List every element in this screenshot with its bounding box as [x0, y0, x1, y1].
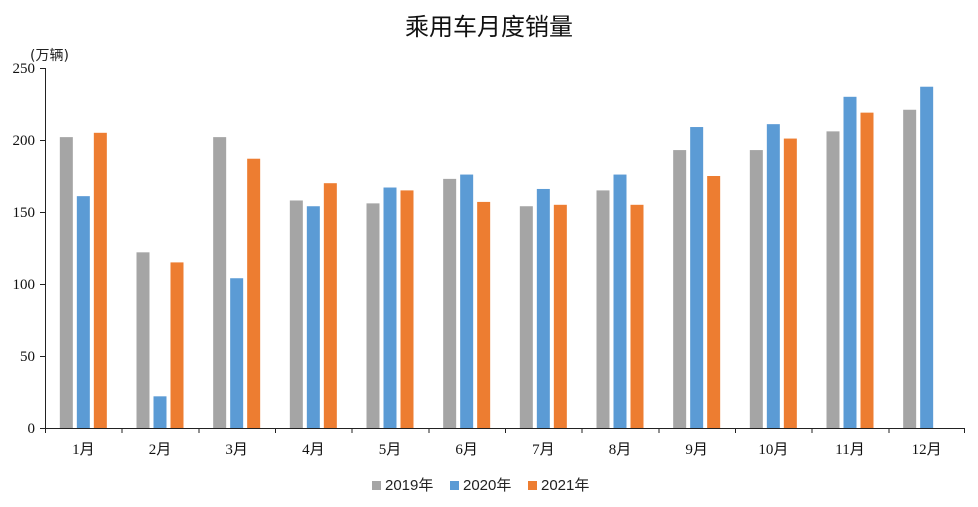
- bar-2019年-5月: [366, 203, 380, 428]
- x-tick-label: 11月: [835, 442, 864, 458]
- bar-2019年-6月: [443, 178, 457, 428]
- y-axis-unit-label: (万辆): [30, 48, 69, 64]
- bar-2021年-7月: [553, 204, 567, 428]
- x-tick-label: 3月: [225, 442, 248, 458]
- x-axis-ticks: 1月 2月 3月 4月 5月 6月 7月 8月 9月 10月 11月 12月: [45, 428, 965, 458]
- bar-2020年-11月: [843, 96, 857, 429]
- y-tick-label: 250: [13, 61, 36, 77]
- legend-label: 2020年: [463, 477, 511, 494]
- bar-2020年-12月: [920, 86, 934, 428]
- bar-2020年-3月: [230, 278, 244, 428]
- x-tick-label: 6月: [455, 442, 478, 458]
- legend: 2019年 2020年 2021年: [372, 477, 589, 494]
- bar-2020年-4月: [306, 206, 320, 428]
- bar-2020年-9月: [690, 127, 704, 428]
- bar-2019年-2月: [136, 252, 150, 428]
- bar-2020年-6月: [460, 174, 474, 428]
- bar-2020年-8月: [613, 174, 627, 428]
- bar-2020年-2月: [153, 396, 167, 428]
- bar-2021年-5月: [400, 190, 414, 428]
- y-tick-label: 100: [13, 277, 36, 293]
- bar-2021年-4月: [323, 183, 337, 428]
- x-tick-label: 7月: [532, 442, 555, 458]
- bar-2021年-6月: [477, 201, 491, 428]
- y-tick-label: 50: [20, 349, 35, 365]
- x-tick-label: 9月: [685, 442, 708, 458]
- bar-2019年-11月: [826, 131, 840, 429]
- bar-2019年-3月: [213, 137, 227, 428]
- bar-2019年-9月: [673, 150, 687, 428]
- bar-2019年-4月: [289, 200, 303, 428]
- bar-2021年-3月: [247, 158, 261, 428]
- bar-2019年-12月: [903, 109, 917, 428]
- legend-label: 2021年: [541, 477, 589, 494]
- bar-2021年-10月: [783, 138, 797, 428]
- bar-2021年-11月: [860, 112, 874, 428]
- bar-2020年-10月: [766, 124, 780, 428]
- legend-swatch: [528, 481, 537, 490]
- x-tick-label: 8月: [609, 442, 632, 458]
- bar-2021年-1月: [93, 132, 107, 429]
- bar-2020年-1月: [76, 196, 90, 428]
- bar-2020年-7月: [536, 188, 550, 428]
- legend-swatch: [450, 481, 459, 490]
- x-tick-label: 10月: [758, 442, 788, 458]
- legend-swatch: [372, 481, 381, 490]
- bar-2019年-7月: [519, 206, 533, 428]
- bar-2019年-10月: [749, 150, 763, 428]
- bar-2019年-1月: [59, 137, 73, 428]
- y-axis-ticks: 0 50 100 150 200 250: [13, 61, 45, 437]
- bar-2019年-8月: [596, 190, 610, 428]
- legend-label: 2019年: [385, 477, 433, 494]
- x-tick-label: 5月: [379, 442, 402, 458]
- y-tick-label: 150: [13, 205, 36, 221]
- bar-2021年-8月: [630, 204, 644, 428]
- bar-2021年-2月: [170, 262, 184, 428]
- chart-title: 乘用车月度销量: [405, 13, 573, 41]
- y-tick-label: 200: [13, 133, 36, 149]
- x-tick-label: 2月: [149, 442, 172, 458]
- bar-2020年-5月: [383, 187, 397, 428]
- bar-2021年-9月: [707, 176, 721, 428]
- y-tick-label: 0: [28, 421, 36, 437]
- x-tick-label: 4月: [302, 442, 325, 458]
- x-tick-label: 1月: [72, 442, 95, 458]
- bars-group: [59, 86, 934, 429]
- x-tick-label: 12月: [912, 442, 942, 458]
